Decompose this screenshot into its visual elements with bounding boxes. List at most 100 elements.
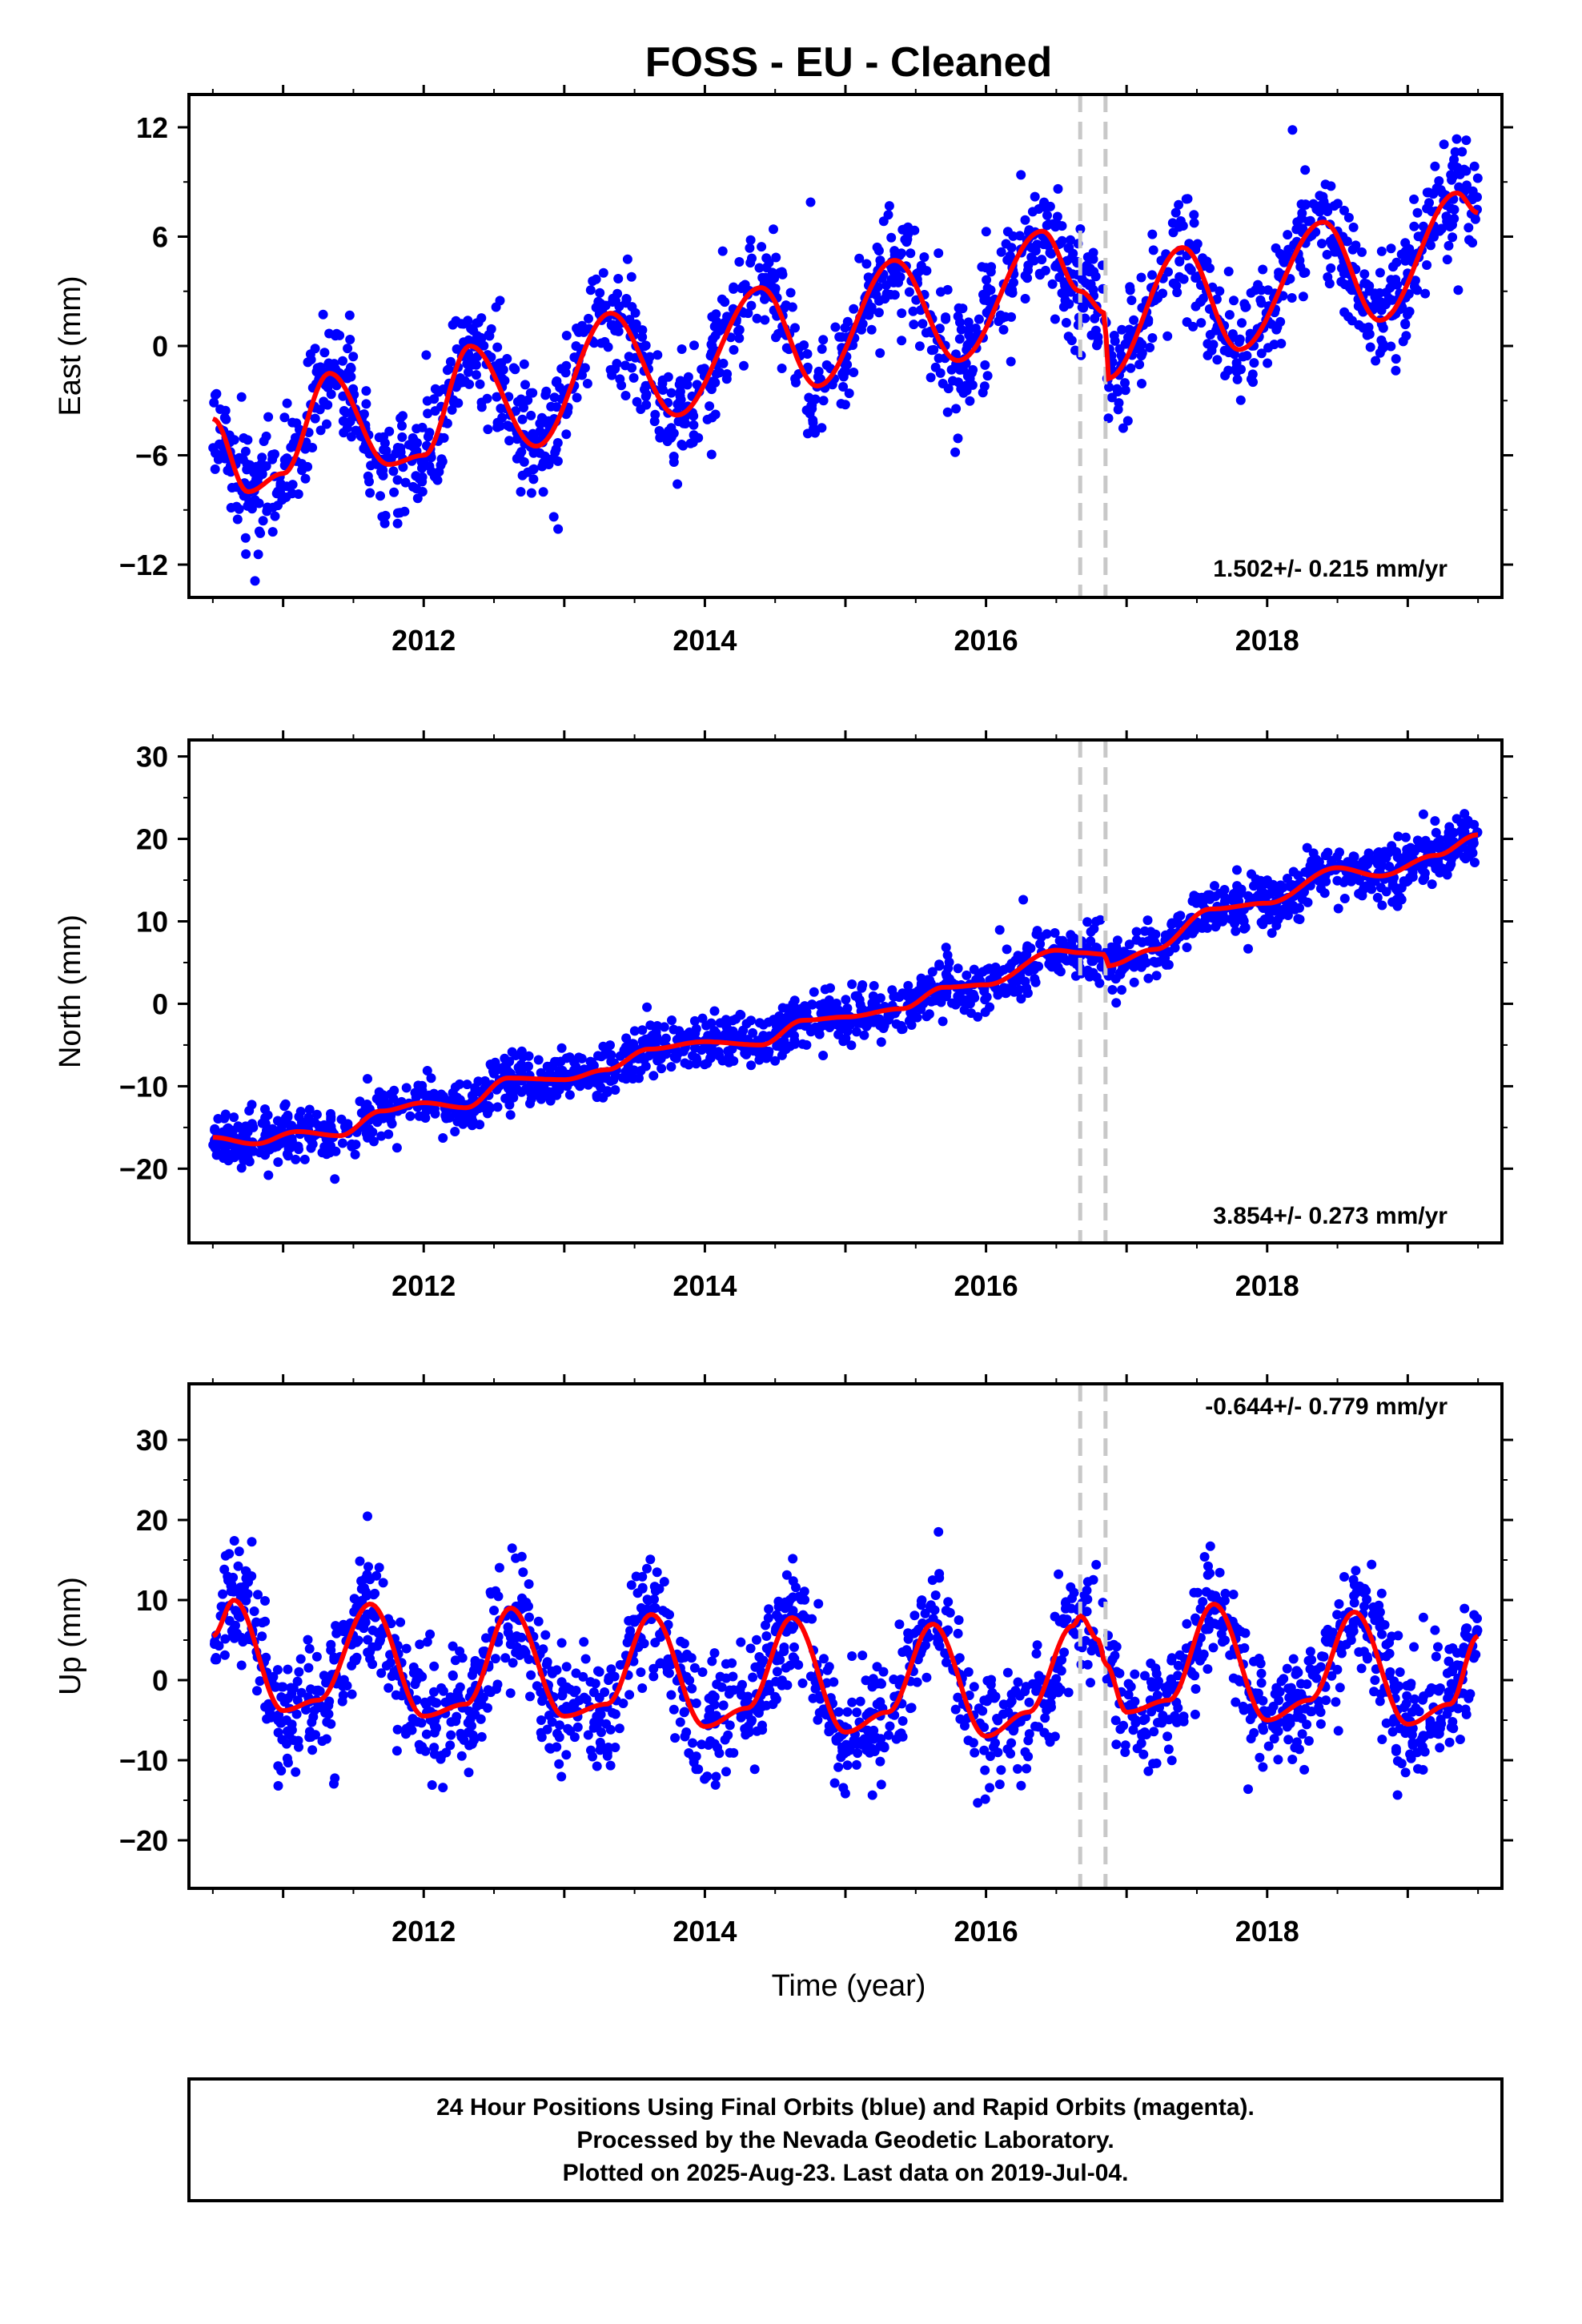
data-point — [605, 1760, 616, 1771]
data-point — [453, 398, 464, 408]
data-point — [429, 1661, 440, 1671]
data-point — [980, 1794, 990, 1804]
data-point — [1442, 1709, 1452, 1719]
data-point — [312, 363, 323, 373]
data-point — [1030, 246, 1041, 256]
data-point — [1359, 1647, 1369, 1657]
data-point — [421, 350, 432, 360]
data-point — [1016, 1780, 1026, 1791]
data-point — [1035, 270, 1045, 280]
data-point — [752, 313, 762, 324]
data-point — [1126, 363, 1136, 373]
data-point — [637, 1025, 648, 1035]
data-point — [936, 287, 946, 297]
data-point — [788, 999, 798, 1009]
data-point — [834, 332, 845, 342]
data-point — [1400, 832, 1411, 842]
data-point — [504, 1056, 515, 1067]
data-point — [1349, 851, 1359, 862]
data-point — [490, 1654, 500, 1664]
data-point — [476, 332, 486, 343]
data-point — [1322, 250, 1332, 259]
data-point — [220, 1550, 231, 1561]
data-point — [930, 1590, 941, 1600]
data-point — [954, 334, 965, 344]
data-point — [293, 489, 303, 499]
data-point — [917, 1618, 928, 1628]
data-point — [1437, 863, 1447, 874]
data-point — [542, 1061, 552, 1072]
data-point — [1334, 1598, 1344, 1609]
data-point — [661, 1607, 671, 1618]
data-point — [436, 460, 446, 470]
data-point — [908, 306, 918, 316]
data-point — [429, 394, 440, 404]
data-point — [412, 493, 423, 504]
data-point — [532, 1085, 542, 1096]
data-point — [554, 1732, 564, 1743]
data-point — [934, 248, 944, 259]
data-point — [1126, 296, 1137, 305]
data-point — [1367, 884, 1377, 895]
data-point — [1235, 334, 1245, 344]
data-point — [1444, 1644, 1455, 1655]
data-point — [1381, 887, 1391, 897]
data-point — [851, 1759, 861, 1770]
data-point — [761, 1700, 772, 1711]
data-point — [652, 1567, 662, 1578]
data-point — [1302, 842, 1312, 853]
data-point — [872, 1699, 882, 1710]
data-point — [260, 1596, 270, 1606]
data-point — [1020, 215, 1030, 225]
data-point — [669, 457, 679, 467]
data-point — [746, 1060, 757, 1071]
data-point — [1024, 1729, 1034, 1739]
data-point — [309, 1706, 319, 1715]
data-point — [1332, 1664, 1343, 1675]
data-point — [371, 1570, 382, 1581]
data-point — [295, 1654, 306, 1664]
data-point — [1215, 286, 1225, 296]
data-point — [470, 1659, 480, 1670]
data-point — [1070, 345, 1080, 356]
data-point — [840, 400, 850, 410]
data-point — [582, 379, 592, 388]
data-point — [1439, 139, 1449, 150]
data-point — [801, 1614, 812, 1623]
data-point — [897, 308, 907, 319]
data-point — [1357, 247, 1367, 257]
data-point — [462, 359, 472, 369]
data-point — [1090, 325, 1101, 336]
data-point — [904, 1015, 914, 1026]
data-point — [379, 432, 388, 442]
data-point — [1365, 342, 1375, 352]
data-point — [383, 1683, 394, 1693]
data-point — [232, 1607, 243, 1618]
data-point — [712, 1679, 722, 1690]
data-point — [1110, 336, 1120, 346]
data-point — [1002, 227, 1013, 237]
data-point — [713, 1047, 724, 1057]
data-point — [1160, 953, 1170, 963]
data-point — [427, 1780, 437, 1790]
data-point — [777, 269, 788, 279]
data-point — [263, 502, 273, 513]
data-point — [1446, 1722, 1456, 1732]
data-point — [652, 350, 663, 360]
data-point — [500, 1653, 511, 1663]
data-point — [1351, 1566, 1361, 1576]
data-point — [707, 1656, 717, 1667]
data-point — [1082, 1606, 1092, 1617]
data-point — [1430, 161, 1440, 171]
data-point — [1034, 1722, 1044, 1732]
data-point — [1463, 815, 1473, 826]
data-point — [278, 1682, 288, 1692]
data-point — [270, 511, 280, 521]
data-point — [598, 1092, 608, 1103]
data-point — [537, 461, 548, 472]
data-point — [1191, 1684, 1201, 1694]
data-point — [982, 992, 992, 1002]
data-point — [358, 1618, 368, 1629]
data-point — [1151, 971, 1162, 981]
data-point — [548, 512, 559, 522]
